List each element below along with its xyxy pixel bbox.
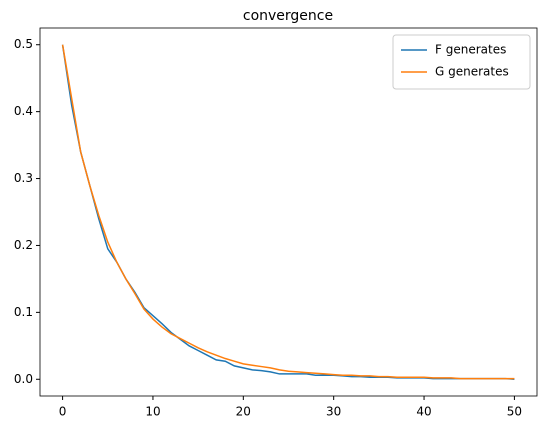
line-series: [61, 44, 515, 380]
x-tick-label: 20: [236, 405, 251, 419]
legend-label: F generates: [435, 43, 506, 57]
x-tick-label: 10: [145, 405, 160, 419]
x-tick-label: 40: [416, 405, 431, 419]
x-tick-label: 0: [59, 405, 67, 419]
y-tick-label: 0.5: [14, 37, 33, 51]
chart-title: convergence: [243, 8, 333, 24]
y-tick-label: 0.0: [14, 372, 33, 386]
y-tick-label: 0.4: [14, 104, 33, 118]
x-tick-label: 30: [326, 405, 341, 419]
line-series: [61, 44, 515, 381]
y-tick-label: 0.1: [14, 305, 33, 319]
x-tick-label: 50: [507, 405, 522, 419]
legend-box: [392, 34, 531, 90]
y-tick-label: 0.2: [14, 238, 33, 252]
legend-label: G generates: [435, 65, 509, 79]
y-tick-label: 0.3: [14, 171, 33, 185]
plot-frame: [39, 27, 538, 397]
